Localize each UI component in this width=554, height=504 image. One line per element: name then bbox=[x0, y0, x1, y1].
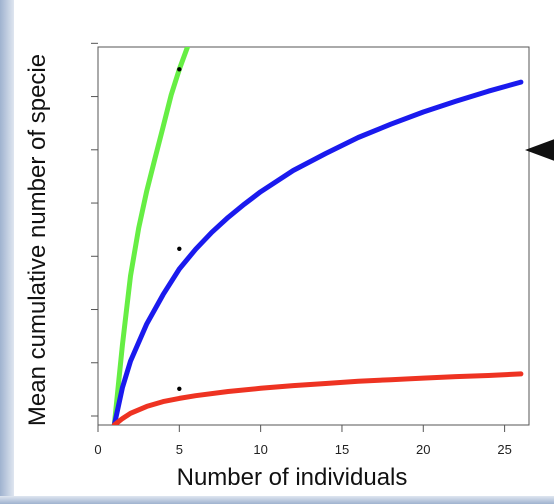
x-tick-label: 10 bbox=[253, 442, 267, 457]
slide-bottom-band bbox=[0, 496, 554, 504]
x-tick-label: 25 bbox=[497, 442, 511, 457]
slide-left-band bbox=[0, 0, 14, 504]
data-point-marker bbox=[177, 246, 182, 251]
series-layer bbox=[111, 47, 524, 425]
marker-layer bbox=[177, 67, 182, 391]
x-axis-tick-labels: 0 5 10 15 20 25 bbox=[94, 442, 511, 457]
series-line-2 bbox=[111, 79, 524, 425]
x-tick-label: 0 bbox=[94, 442, 101, 457]
x-tick-label: 15 bbox=[335, 442, 349, 457]
series-line-3 bbox=[111, 371, 524, 425]
y-axis-label: Mean cumulative number of specie bbox=[24, 54, 51, 426]
plot-frame bbox=[97, 46, 530, 426]
pointer-arrow-icon bbox=[525, 139, 554, 161]
x-axis-ticks bbox=[97, 425, 506, 432]
y-axis-ticks bbox=[91, 42, 98, 417]
series-line-1 bbox=[111, 47, 190, 425]
data-point-marker bbox=[177, 67, 182, 72]
x-tick-label: 5 bbox=[176, 442, 183, 457]
data-point-marker bbox=[177, 386, 182, 391]
x-axis-label: Number of individuals bbox=[177, 464, 408, 491]
x-tick-label: 20 bbox=[416, 442, 430, 457]
